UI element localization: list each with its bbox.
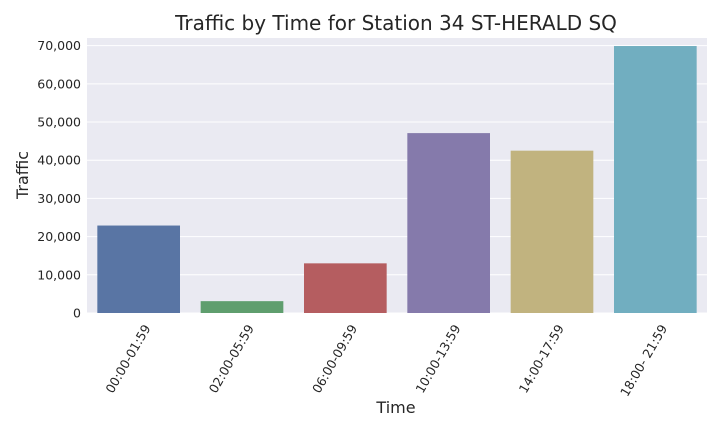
y-tick-label: 70,000 bbox=[37, 38, 81, 53]
x-axis-label: Time bbox=[375, 398, 415, 417]
bar bbox=[200, 301, 284, 313]
x-tick-label: 06:00-09:59 bbox=[309, 322, 360, 396]
bar bbox=[614, 46, 697, 313]
bar bbox=[407, 133, 490, 313]
y-axis-label: Traffic bbox=[13, 151, 32, 200]
bar bbox=[97, 225, 180, 313]
y-tick-labels: 0 10,000 20,000 30,000 40,000 50,000 60,000 70,… bbox=[37, 38, 81, 320]
chart-title: Traffic by Time for Station 34 ST-HERALD… bbox=[174, 11, 617, 35]
x-tick-label: 02:00-05:59 bbox=[206, 322, 257, 396]
y-tick-label: 20,000 bbox=[37, 229, 81, 244]
x-tick-label: 00:00-01:59 bbox=[102, 322, 153, 396]
gridlines bbox=[87, 45, 707, 314]
x-tick-label: 18:00- 21:59 bbox=[617, 322, 670, 399]
y-tick-label: 50,000 bbox=[37, 115, 81, 130]
y-tick-label: 0 bbox=[73, 306, 81, 321]
y-tick-label: 40,000 bbox=[37, 153, 81, 168]
x-tick-label: 14:00-17:59 bbox=[516, 322, 567, 396]
bar bbox=[510, 150, 594, 313]
y-tick-label: 30,000 bbox=[37, 191, 81, 206]
y-tick-label: 60,000 bbox=[37, 76, 81, 91]
y-tick-label: 10,000 bbox=[37, 267, 81, 282]
bar bbox=[304, 263, 387, 313]
x-tick-labels: 00:00-01:59 02:00-05:59 06:00-09:59 10:00-1… bbox=[102, 322, 670, 399]
x-tick-label: 10:00-13:59 bbox=[412, 322, 463, 396]
bars bbox=[97, 46, 697, 313]
